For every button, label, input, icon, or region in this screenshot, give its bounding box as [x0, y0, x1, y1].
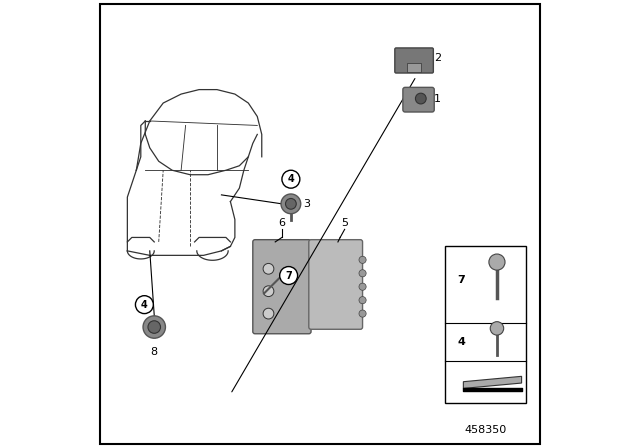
- Text: 4: 4: [141, 300, 148, 310]
- Circle shape: [285, 198, 296, 209]
- Text: 3: 3: [303, 199, 310, 209]
- Circle shape: [359, 270, 366, 277]
- FancyBboxPatch shape: [395, 48, 433, 73]
- Circle shape: [415, 93, 426, 104]
- Polygon shape: [463, 376, 522, 388]
- Text: 7: 7: [285, 271, 292, 280]
- Text: 7: 7: [457, 275, 465, 285]
- Circle shape: [490, 322, 504, 335]
- Circle shape: [263, 308, 274, 319]
- FancyBboxPatch shape: [253, 240, 311, 334]
- Circle shape: [359, 297, 366, 304]
- Text: 8: 8: [150, 347, 158, 357]
- Circle shape: [359, 310, 366, 317]
- Circle shape: [263, 286, 274, 297]
- Text: 2: 2: [435, 53, 442, 63]
- Text: 4: 4: [287, 174, 294, 184]
- Circle shape: [359, 256, 366, 263]
- FancyBboxPatch shape: [403, 87, 434, 112]
- Bar: [407, 63, 421, 72]
- Circle shape: [280, 267, 298, 284]
- Circle shape: [489, 254, 505, 270]
- Text: 6: 6: [278, 219, 285, 228]
- Circle shape: [282, 170, 300, 188]
- Circle shape: [148, 321, 161, 333]
- FancyBboxPatch shape: [309, 240, 362, 329]
- Text: 5: 5: [341, 219, 348, 228]
- Text: 4: 4: [457, 337, 465, 347]
- Text: 1: 1: [435, 94, 441, 103]
- Text: 458350: 458350: [465, 425, 507, 435]
- Circle shape: [136, 296, 154, 314]
- Circle shape: [263, 263, 274, 274]
- Circle shape: [281, 194, 301, 214]
- Bar: [445, 246, 526, 403]
- Circle shape: [359, 283, 366, 290]
- Circle shape: [143, 316, 165, 338]
